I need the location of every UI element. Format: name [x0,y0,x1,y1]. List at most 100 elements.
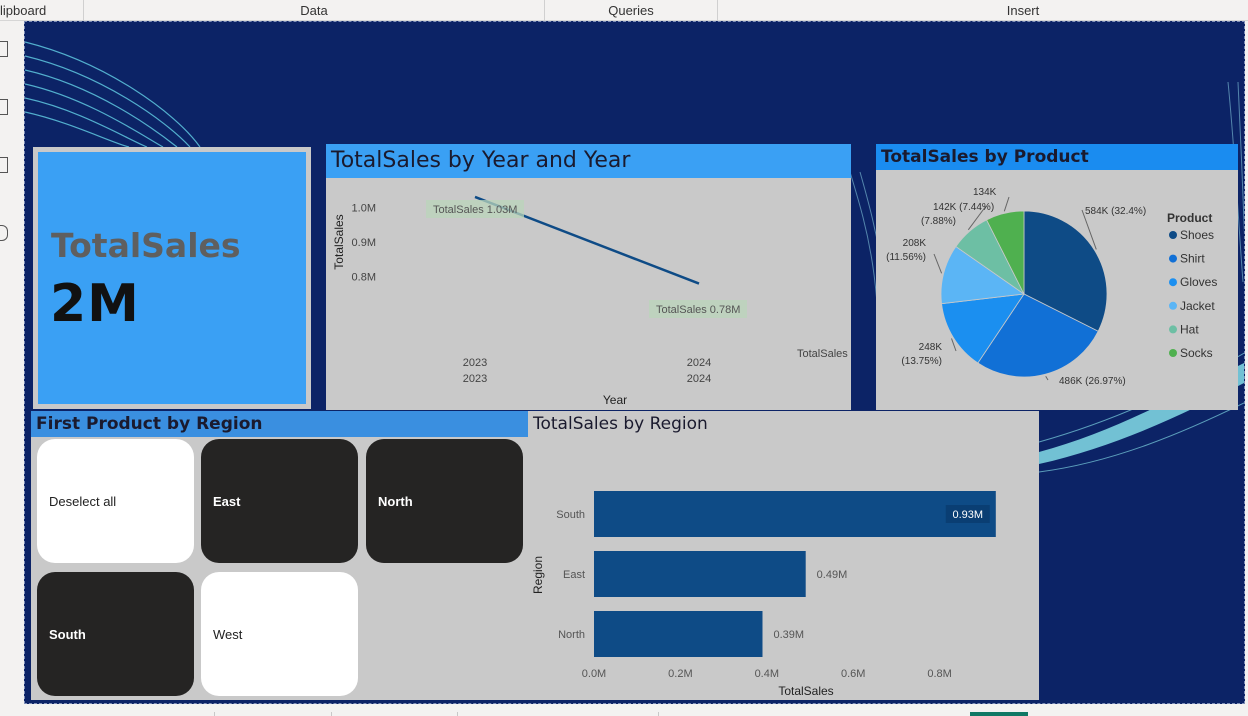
pie-data-label-hat-percent: (7.88%) [921,216,956,227]
pie-leader-line [1003,196,1010,212]
bar-south [594,491,996,537]
line-chart-title: TotalSales by Year and Year [326,144,851,178]
category-label: North [558,629,585,641]
pie-data-label-gloves-value: 248K [919,342,943,353]
pie-legend-label-hat: Hat [1180,322,1199,336]
card-visual[interactable]: TotalSales 2M [33,147,311,409]
pie-leader-line [1081,209,1097,250]
pie-chart-title: TotalSales by Product [876,144,1238,170]
region-slicer-visual[interactable]: First Product by Region Deselect all Eas… [31,411,528,700]
pie-data-label-socks: 134K [973,187,997,198]
slicer-tile-north[interactable]: North [366,439,523,563]
pie-legend-marker-jacket [1169,301,1177,310]
bar-east [594,551,806,597]
data-label-background [945,505,990,523]
page-tab-divider [214,712,215,716]
pie-legend-title: Product [1167,211,1212,225]
x-tick-label: 0.8M [927,668,951,680]
data-label: TotalSales 0.78M [656,304,740,316]
model-view-icon[interactable] [0,157,8,173]
table-view-icon[interactable] [0,99,8,115]
y-tick-label: 0.8M [352,272,376,284]
pie-legend-label-gloves: Gloves [1180,275,1217,289]
pie-leader-line [1045,375,1049,381]
pie-data-label-shoes: 584K (32.4%) [1085,206,1146,217]
pie-chart-visual[interactable]: TotalSales by Product 584K (32.4%) 486K (… [876,144,1238,410]
pie-leader-line [933,253,943,274]
y-axis-label: TotalSales [332,214,346,269]
pie-legend-marker-gloves [1169,278,1177,287]
bar-north [594,611,763,657]
pie-legend-label-socks: Socks [1180,346,1213,360]
page-tab-divider [658,712,659,716]
active-page-tab[interactable] [970,712,1028,716]
background-swirl-decoration [25,41,1244,473]
data-label: 0.39M [773,629,804,641]
slicer-tile-deselect-all[interactable]: Deselect all [37,439,194,563]
pie-legend-label-shoes: Shoes [1180,228,1214,242]
line-chart-plot: 0.8M 0.9M 1.0M TotalSales 2023 2023 2024 2024 Ye… [332,195,848,407]
page-tab-divider [331,712,332,716]
x-tick-label: 2024 [687,357,711,369]
slicer-tile-south[interactable]: South [37,572,194,696]
line-chart-visual[interactable]: TotalSales by Year and Year 0.8M 0.9M 1.0M… [326,144,851,410]
pie-chart-plot: 584K (32.4%) 486K (26.97%) 248K (13.75%) 208… [886,187,1217,387]
data-label: 0.49M [817,569,848,581]
x-tick-sublabel: 2023 [463,373,487,385]
card-label: TotalSales [51,226,241,265]
x-axis-label: TotalSales [778,684,833,698]
pie-legend-marker-shirt [1169,254,1177,263]
pie-data-label-shirt: 486K (26.97%) [1059,376,1126,387]
data-label-background [649,300,747,318]
y-axis-label: Region [531,556,545,594]
pie-leader-line [951,338,957,352]
data-label-background [426,200,524,218]
view-switcher-rail [0,21,24,716]
x-tick-label: 0.0M [582,668,606,680]
slicer-title: First Product by Region [31,411,528,437]
card-value: 2M [50,274,140,334]
pie-slice-gloves [941,293,1025,364]
ribbon-group-insert: Insert [1006,3,1040,18]
slicer-tile-west[interactable]: West [201,572,358,696]
pie-legend-marker-socks [1169,349,1177,357]
report-view-icon[interactable] [0,41,8,57]
pie-legend-label-jacket: Jacket [1180,299,1215,313]
pie-data-label-jacket-value: 208K [903,238,927,249]
x-tick-label: 0.2M [668,668,692,680]
report-canvas: TotalSales 2M TotalSales by Year and Yea… [24,21,1245,704]
pie-slice-socks [986,210,1025,295]
pie-slice-shoes [1023,210,1108,332]
pie-leader-line [967,205,987,231]
bar-chart-plot: South 0.93M East 0.49M North 0.39M 0.0M 0.2M 0.4… [531,491,996,698]
x-tick-sublabel: 2024 [687,373,711,385]
data-label: TotalSales 1.03M [433,204,517,216]
card-tile: TotalSales 2M [38,152,306,404]
y-tick-label: 0.9M [352,237,376,249]
x-tick-label: 0.6M [841,668,865,680]
dax-query-view-icon[interactable] [0,225,8,241]
pie-legend-marker-shoes [1169,231,1177,239]
pie-data-label-gloves-percent: (13.75%) [901,356,942,367]
bar-chart-visual[interactable]: TotalSales by Region South 0.93M East 0.49M… [528,411,1039,700]
pie-data-label-jacket-percent: (11.56%) [886,252,926,263]
category-label: East [563,569,585,581]
ribbon-group-queries: Queries [545,0,718,21]
page-tab-divider [457,712,458,716]
bar-chart-title: TotalSales by Region [533,414,708,434]
ribbon-group-labels: lipboard Data Queries Insert [0,0,1248,21]
x-axis-label: Year [603,393,627,407]
pie-legend-marker-hat [1169,325,1177,334]
x-tick-label: 2023 [463,357,487,369]
ribbon-group-clipboard: lipboard [0,0,84,21]
category-label: South [556,509,585,521]
y-tick-label: 1.0M [352,202,376,214]
pie-data-label-hat-value: 142K (7.44%) [933,202,994,213]
data-label: 0.93M [952,509,983,521]
legend-series-label: TotalSales [797,348,848,360]
page-tabs-strip [24,704,1248,716]
x-tick-label: 0.4M [755,668,779,680]
pie-slice-shirt [977,293,1099,378]
slicer-tile-east[interactable]: East [201,439,358,563]
